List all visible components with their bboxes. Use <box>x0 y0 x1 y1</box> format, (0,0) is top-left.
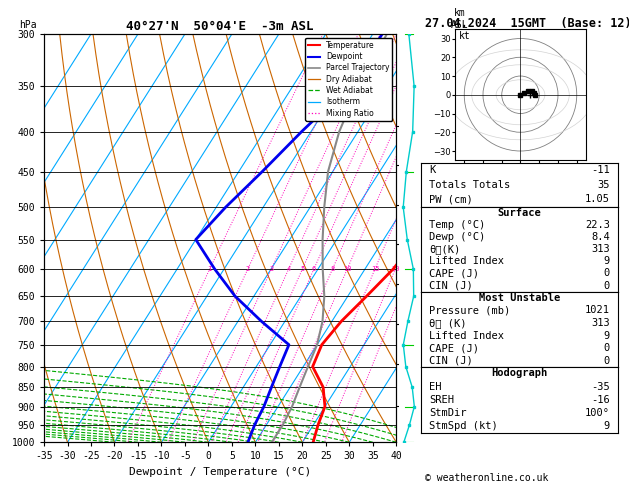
Text: 0: 0 <box>604 356 610 365</box>
Text: hPa: hPa <box>19 20 37 30</box>
Text: -11: -11 <box>591 165 610 175</box>
Text: 1.05: 1.05 <box>585 194 610 204</box>
Text: LCL: LCL <box>403 366 418 375</box>
Text: kt: kt <box>459 31 470 40</box>
Text: Lifted Index: Lifted Index <box>429 330 504 341</box>
Text: 0: 0 <box>604 280 610 291</box>
Text: 6: 6 <box>312 266 316 272</box>
Text: PW (cm): PW (cm) <box>429 194 473 204</box>
X-axis label: Dewpoint / Temperature (°C): Dewpoint / Temperature (°C) <box>129 467 311 477</box>
Text: 8.4: 8.4 <box>591 232 610 242</box>
Text: 3: 3 <box>269 266 274 272</box>
Text: Hodograph: Hodograph <box>491 368 548 379</box>
Text: -35: -35 <box>591 382 610 392</box>
Title: 40°27'N  50°04'E  -3m ASL: 40°27'N 50°04'E -3m ASL <box>126 20 314 33</box>
Text: 9: 9 <box>604 421 610 431</box>
Text: © weatheronline.co.uk: © weatheronline.co.uk <box>425 473 548 483</box>
Text: Pressure (mb): Pressure (mb) <box>429 305 511 315</box>
Text: 35: 35 <box>598 180 610 190</box>
Text: 1021: 1021 <box>585 305 610 315</box>
Text: K: K <box>429 165 435 175</box>
Text: 1: 1 <box>208 266 212 272</box>
Text: Lifted Index: Lifted Index <box>429 256 504 266</box>
Text: 5: 5 <box>300 266 304 272</box>
Text: Totals Totals: Totals Totals <box>429 180 511 190</box>
Text: Surface: Surface <box>498 208 542 218</box>
Text: Dewp (°C): Dewp (°C) <box>429 232 486 242</box>
Text: CIN (J): CIN (J) <box>429 356 473 365</box>
Text: StmDir: StmDir <box>429 408 467 418</box>
Text: -16: -16 <box>591 395 610 405</box>
Text: θᴄ(K): θᴄ(K) <box>429 244 460 254</box>
Text: CAPE (J): CAPE (J) <box>429 268 479 278</box>
Text: 0: 0 <box>604 343 610 353</box>
Text: EH: EH <box>429 382 442 392</box>
Text: 8: 8 <box>330 266 335 272</box>
Text: θᴄ (K): θᴄ (K) <box>429 318 467 328</box>
Text: 15: 15 <box>370 266 379 272</box>
Text: Temp (°C): Temp (°C) <box>429 220 486 230</box>
Text: 4: 4 <box>286 266 291 272</box>
Text: 313: 313 <box>591 244 610 254</box>
Text: Mixing Ratio (g/kg): Mixing Ratio (g/kg) <box>495 187 504 289</box>
Text: 2: 2 <box>246 266 250 272</box>
Text: 9: 9 <box>604 330 610 341</box>
Text: 27.04.2024  15GMT  (Base: 12): 27.04.2024 15GMT (Base: 12) <box>425 17 629 30</box>
Text: CAPE (J): CAPE (J) <box>429 343 479 353</box>
Text: 313: 313 <box>591 318 610 328</box>
Text: CIN (J): CIN (J) <box>429 280 473 291</box>
Text: 10: 10 <box>343 266 352 272</box>
Text: 100°: 100° <box>585 408 610 418</box>
Text: 9: 9 <box>604 256 610 266</box>
Text: Most Unstable: Most Unstable <box>479 293 560 303</box>
Text: 20: 20 <box>391 266 399 272</box>
Text: SREH: SREH <box>429 395 454 405</box>
Text: km
ASL: km ASL <box>451 8 469 30</box>
Text: 0: 0 <box>604 268 610 278</box>
Text: 22.3: 22.3 <box>585 220 610 230</box>
Legend: Temperature, Dewpoint, Parcel Trajectory, Dry Adiabat, Wet Adiabat, Isotherm, Mi: Temperature, Dewpoint, Parcel Trajectory… <box>305 38 392 121</box>
Text: StmSpd (kt): StmSpd (kt) <box>429 421 498 431</box>
